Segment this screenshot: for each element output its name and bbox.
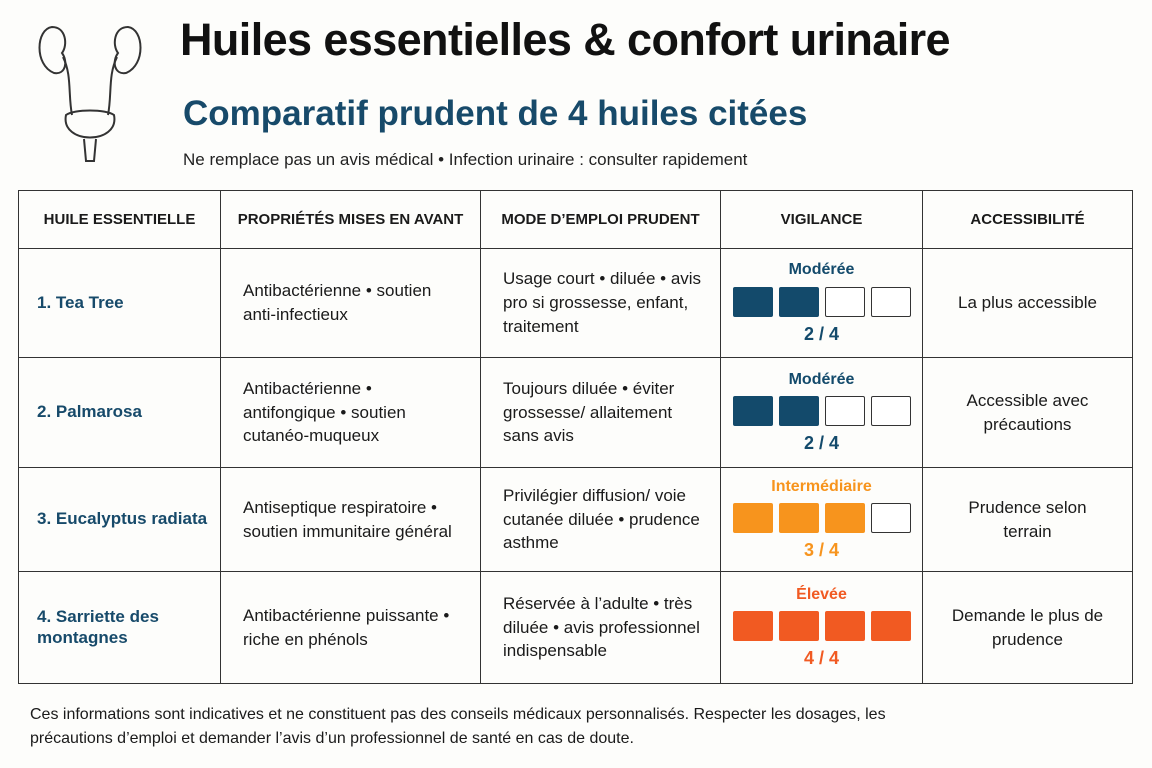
header-row: HUILE ESSENTIELLE PROPRIÉTÉS MISES EN AVA… — [18, 190, 1133, 249]
table-row: 4. Sarriette des montagnes Antibactérienn… — [18, 571, 1133, 684]
note: Ne remplace pas un avis médical • Infect… — [183, 150, 748, 169]
empty-square — [870, 503, 911, 534]
vigilance-score: 2 / 4 — [803, 323, 840, 344]
filled-square — [870, 611, 911, 642]
usage: Réservée à l’adulte • très diluée • avis… — [480, 571, 721, 684]
usage: Privilégier diffusion/ voie cutanée dilu… — [480, 467, 721, 572]
oil-name: 3. Eucalyptus radiata — [18, 467, 221, 572]
vigilance: Modérée 2 / 4 — [720, 357, 923, 468]
oil-name: 1. Tea Tree — [18, 248, 221, 358]
vigilance: Modérée 2 / 4 — [720, 248, 923, 358]
filled-square — [732, 396, 773, 427]
comparison-table: HUILE ESSENTIELLE PROPRIÉTÉS MISES EN AVA… — [18, 190, 1133, 684]
table-row: 3. Eucalyptus radiata Antiseptique respir… — [18, 467, 1133, 572]
column-header: VIGILANCE — [720, 190, 923, 249]
usage: Toujours diluée • éviter grossesse/ alla… — [480, 357, 721, 468]
vigilance-scale — [722, 286, 921, 317]
filled-square — [732, 286, 773, 317]
filled-square — [778, 396, 819, 427]
oil-name: 2. Palmarosa — [18, 357, 221, 468]
filled-square — [824, 503, 865, 534]
properties: Antibactérienne puissante • riche en phé… — [220, 571, 481, 684]
usage: Usage court • diluée • avis pro si gross… — [480, 248, 721, 358]
vigilance-level: Modérée — [788, 261, 855, 279]
column-header: PROPRIÉTÉS MISES EN AVANT — [220, 190, 481, 249]
vigilance-level: Élevée — [796, 585, 847, 603]
accessibility: Prudence selon terrain — [922, 467, 1133, 572]
vigilance-level: Modérée — [788, 370, 855, 388]
properties: Antibactérienne • soutien anti-infectieu… — [220, 248, 481, 358]
subtitle: Comparatif prudent de 4 huiles citées — [183, 94, 808, 133]
table-row: 2. Palmarosa Antibactérienne • antifongiq… — [18, 357, 1133, 468]
vigilance-scale — [722, 503, 921, 534]
vigilance-score: 3 / 4 — [803, 540, 840, 561]
filled-square — [824, 611, 865, 642]
footer: Ces informations sont indicatives et ne … — [30, 706, 886, 747]
filled-square — [732, 503, 773, 534]
filled-square — [732, 611, 773, 642]
vigilance-score: 4 / 4 — [803, 648, 840, 669]
vigilance: Élevée 4 / 4 — [720, 571, 923, 684]
urinary-icon — [38, 25, 142, 162]
vigilance-level: Intermédiaire — [771, 477, 872, 495]
vigilance-score: 2 / 4 — [803, 433, 840, 454]
filled-square — [778, 503, 819, 534]
empty-square — [824, 396, 865, 427]
oil-name: 4. Sarriette des montagnes — [18, 571, 221, 684]
accessibility: La plus accessible — [922, 248, 1133, 358]
empty-square — [870, 396, 911, 427]
column-header: ACCESSIBILITÉ — [922, 190, 1133, 249]
vigilance: Intermédiaire 3 / 4 — [720, 467, 923, 572]
vigilance-scale — [722, 396, 921, 427]
filled-square — [778, 611, 819, 642]
properties: Antibactérienne • antifongique • soutien… — [220, 357, 481, 468]
title: Huiles essentielles & confort urinaire — [180, 14, 951, 65]
empty-square — [824, 286, 865, 317]
table-row: 1. Tea Tree Antibactérienne • soutien ant… — [18, 248, 1133, 358]
filled-square — [778, 286, 819, 317]
vigilance-scale — [722, 611, 921, 642]
properties: Antiseptique respiratoire • soutien immu… — [220, 467, 481, 572]
accessibility: Demande le plus de prudence — [922, 571, 1133, 684]
accessibility: Accessible avec précautions — [922, 357, 1133, 468]
column-header: HUILE ESSENTIELLE — [18, 190, 221, 249]
column-header: MODE D’EMPLOI PRUDENT — [480, 190, 721, 249]
empty-square — [870, 286, 911, 317]
